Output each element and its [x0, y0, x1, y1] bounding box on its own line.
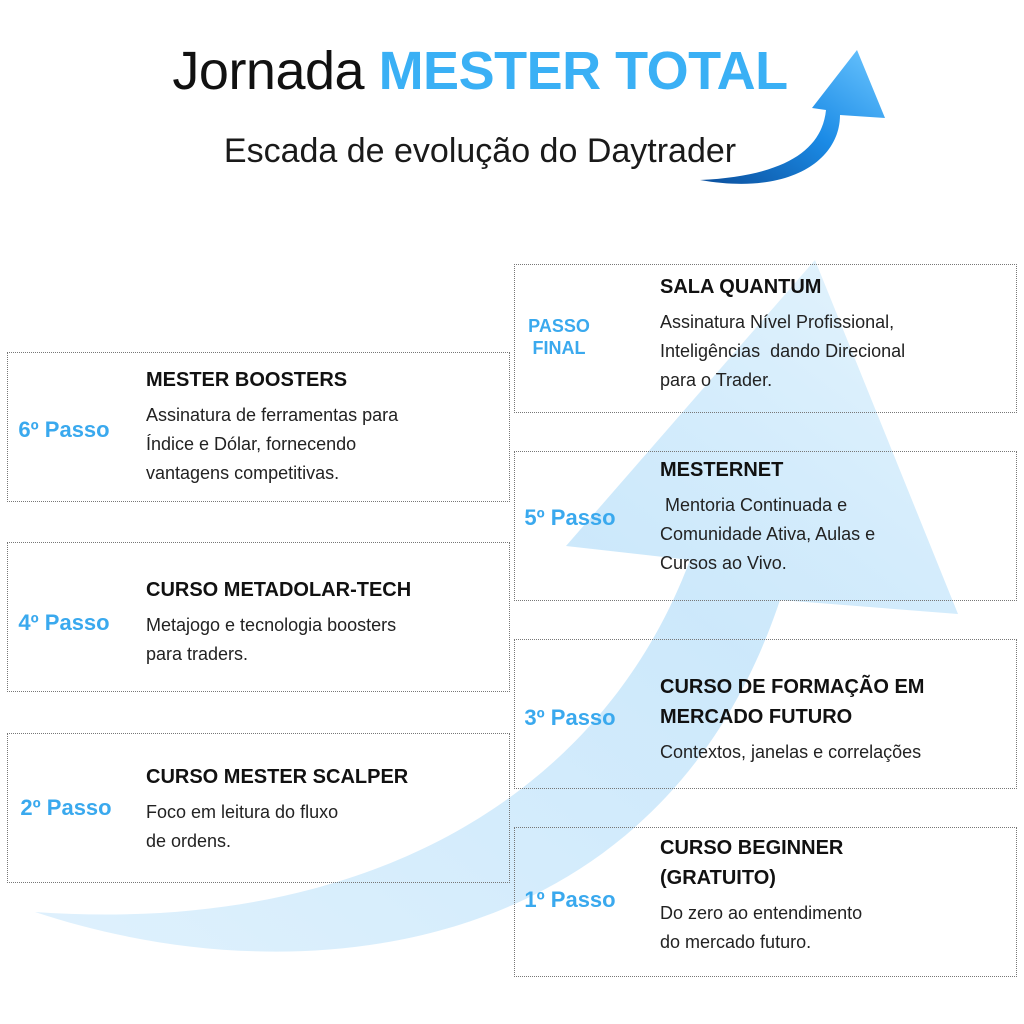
- step-text: SALA QUANTUM Assinatura Nível Profissiona…: [660, 272, 905, 395]
- step-description: Do zero ao entendimento do mercado futuro…: [660, 899, 862, 957]
- step-title: MESTER BOOSTERS: [146, 365, 398, 395]
- step-title: CURSO DE FORMAÇÃO EM MERCADO FUTURO: [660, 672, 924, 732]
- title-arrow: [700, 50, 885, 184]
- step-description: Foco em leitura do fluxo de ordens.: [146, 798, 408, 856]
- step-description-line: Comunidade Ativa, Aulas e: [660, 524, 876, 544]
- step-title: CURSO MESTER SCALPER: [146, 762, 408, 792]
- step-box: [514, 639, 1017, 789]
- step-description-line: para o Trader.: [660, 370, 773, 390]
- step-description: Metajogo e tecnologia boosters para trade…: [146, 611, 411, 669]
- step-title-line: MESTERNET: [660, 459, 784, 481]
- step-title-line: MERCADO FUTURO: [660, 706, 853, 728]
- step-label: 1º Passo: [524, 889, 615, 911]
- step-box: [7, 352, 510, 502]
- step-description-line: Metajogo e tecnologia boosters: [146, 615, 397, 635]
- step-description-line: Assinatura de ferramentas para: [146, 405, 399, 425]
- step-label: 3º Passo: [524, 707, 615, 729]
- step-label-line: 3º Passo: [524, 705, 616, 730]
- step-title-line: CURSO METADOLAR-TECH: [146, 579, 412, 601]
- step-box: [514, 451, 1017, 601]
- step-title-line: SALA QUANTUM: [660, 276, 822, 298]
- step-label-line: FINAL: [532, 338, 586, 358]
- step-label-line: 6º Passo: [18, 417, 110, 442]
- step-label: 5º Passo: [524, 507, 615, 529]
- step-label: 4º Passo: [18, 612, 109, 634]
- step-description-line: Inteligências dando Direcional: [660, 341, 906, 361]
- step-description-line: Cursos ao Vivo.: [660, 553, 787, 573]
- step-description-line: Do zero ao entendimento: [660, 903, 863, 923]
- step-description-line: Contextos, janelas e correlações: [660, 742, 922, 762]
- growth-arrow: [35, 260, 958, 952]
- step-box: [7, 733, 510, 883]
- step-label: 6º Passo: [18, 419, 109, 441]
- step-label-line: PASSO: [528, 316, 590, 336]
- step-title-line: CURSO DE FORMAÇÃO EM: [660, 676, 925, 698]
- step-description-line: para traders.: [146, 644, 249, 664]
- step-label-line: 4º Passo: [18, 610, 110, 635]
- step-text: CURSO METADOLAR-TECH Metajogo e tecnologi…: [146, 575, 411, 669]
- step-text: CURSO BEGINNER (GRATUITO) Do zero ao enten…: [660, 833, 862, 957]
- step-text: CURSO MESTER SCALPER Foco em leitura do f…: [146, 762, 408, 856]
- step-label: PASSO FINAL: [528, 315, 590, 359]
- step-label-line: 1º Passo: [524, 887, 616, 912]
- step-description: Contextos, janelas e correlações: [660, 738, 924, 767]
- title: Jornada MESTER TOTAL: [0, 40, 960, 102]
- step-description-line: vantagens competitivas.: [146, 463, 340, 483]
- step-title-line: MESTER BOOSTERS: [146, 369, 348, 391]
- step-title-line: (GRATUITO): [660, 867, 776, 889]
- step-text: MESTER BOOSTERS Assinatura de ferramentas…: [146, 365, 398, 488]
- subtitle: Escada de evolução do Daytrader: [223, 132, 737, 170]
- step-title: CURSO BEGINNER (GRATUITO): [660, 833, 862, 893]
- step-label-line: 2º Passo: [20, 795, 112, 820]
- step-text: CURSO DE FORMAÇÃO EM MERCADO FUTURO Contex…: [660, 672, 924, 767]
- step-title: CURSO METADOLAR-TECH: [146, 575, 411, 605]
- step-description-line: Índice e Dólar, fornecendo: [146, 434, 357, 454]
- title-plain: Jornada: [172, 41, 365, 101]
- step-text: MESTERNET Mentoria Continuada e Comunidad…: [660, 455, 875, 578]
- title-accent: MESTER TOTAL: [378, 41, 789, 101]
- step-description: Assinatura de ferramentas para Índice e D…: [146, 401, 398, 488]
- step-title: SALA QUANTUM: [660, 272, 905, 302]
- step-box: [7, 542, 510, 692]
- step-label: 2º Passo: [20, 797, 111, 819]
- step-title-line: CURSO MESTER SCALPER: [146, 766, 409, 788]
- step-description: Assinatura Nível Profissional, Inteligênc…: [660, 308, 905, 395]
- step-description: Mentoria Continuada e Comunidade Ativa, A…: [660, 491, 875, 578]
- step-title-line: CURSO BEGINNER: [660, 837, 844, 859]
- step-title: MESTERNET: [660, 455, 875, 485]
- step-box: [514, 827, 1017, 977]
- step-description-line: Assinatura Nível Profissional,: [660, 312, 895, 332]
- step-description-line: de ordens.: [146, 831, 232, 851]
- step-description-line: Mentoria Continuada e: [660, 495, 848, 515]
- step-description-line: Foco em leitura do fluxo: [146, 802, 339, 822]
- step-box: [514, 264, 1017, 413]
- step-description-line: do mercado futuro.: [660, 932, 812, 952]
- step-label-line: 5º Passo: [524, 505, 616, 530]
